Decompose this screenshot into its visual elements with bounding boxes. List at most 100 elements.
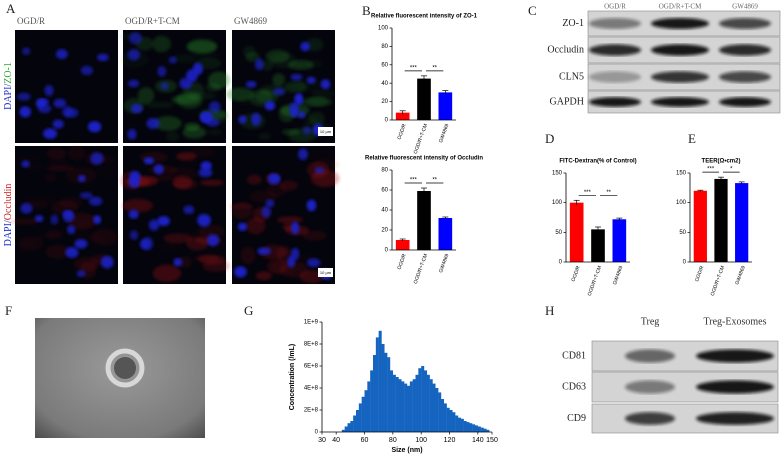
bar xyxy=(395,112,410,120)
micrograph xyxy=(15,30,118,143)
histogram-bar xyxy=(373,355,377,432)
cytoplasm xyxy=(226,87,255,102)
y-tick-label: 4E+8 xyxy=(304,386,319,392)
x-tick-label: OGD/R+T-CM xyxy=(587,265,603,297)
x-tick-label: GW4869 xyxy=(438,253,450,274)
histogram-bar xyxy=(387,357,391,432)
histogram-bar xyxy=(426,374,430,432)
histogram-bar xyxy=(375,337,379,432)
cytoplasm xyxy=(287,127,317,143)
cytoplasm xyxy=(91,228,118,246)
nucleus xyxy=(61,105,73,118)
histogram-bar xyxy=(390,370,394,432)
panel-a-columns: OGD/R OGD/R+T-CM GW4869 xyxy=(17,16,267,26)
nucleus xyxy=(157,66,167,77)
nucleus xyxy=(50,214,59,225)
y-tick-label: 1E+9 xyxy=(304,320,319,326)
histogram-bar xyxy=(364,390,368,432)
panel-letter: H xyxy=(545,303,554,318)
y-tick-label: 0 xyxy=(385,118,389,124)
row-marker: Occludin xyxy=(3,184,14,221)
scale-bar-box xyxy=(318,268,333,277)
y-tick-label: 6E+8 xyxy=(304,364,319,370)
histogram-bar xyxy=(438,392,442,432)
nucleus xyxy=(153,164,164,175)
y-tick-label: 20 xyxy=(381,228,388,234)
cytoplasm xyxy=(300,97,333,107)
scale-bar-text: 10 μm xyxy=(320,270,332,275)
x-tick-label: OGD/R+T-CM xyxy=(413,253,429,285)
column-label: OGD/R+T-CM xyxy=(659,3,702,11)
nucleus xyxy=(320,79,331,90)
nucleus xyxy=(16,92,31,101)
nucleus xyxy=(306,76,316,84)
x-tick-label: GW4869 xyxy=(438,123,450,144)
nucleus xyxy=(267,173,281,185)
nucleus xyxy=(306,199,317,212)
column-label: OGD/R xyxy=(604,3,626,11)
nucleus xyxy=(35,98,46,109)
cytoplasm xyxy=(187,40,218,53)
histogram-bar xyxy=(475,425,479,432)
nucleus xyxy=(129,230,139,240)
cytoplasm xyxy=(311,89,336,98)
cytoplasm xyxy=(45,244,71,259)
nucleus xyxy=(77,174,86,183)
panel-letter: A xyxy=(6,1,16,16)
histogram-bar xyxy=(441,399,445,432)
nucleus xyxy=(234,266,247,278)
nucleus xyxy=(257,247,271,255)
nucleus xyxy=(261,205,272,218)
bar xyxy=(714,178,728,262)
significance-label: ** xyxy=(432,65,437,71)
nucleus xyxy=(272,87,285,96)
exosome-core xyxy=(114,357,136,379)
nucleus xyxy=(65,246,79,259)
cytoplasm xyxy=(284,81,308,93)
row-marker: ZO-1 xyxy=(3,62,14,84)
cytoplasm xyxy=(198,224,225,239)
cytoplasm xyxy=(299,269,324,284)
y-axis-label: Concentration (/mL) xyxy=(289,344,296,411)
scale-bar-box xyxy=(318,127,333,136)
nucleus xyxy=(148,219,160,231)
y-tick-label: 0 xyxy=(683,260,687,266)
x-axis-label: Size (nm) xyxy=(391,447,422,454)
x-tick-label: 40 xyxy=(332,437,340,444)
blot-band xyxy=(719,71,771,83)
histogram-bar xyxy=(412,379,416,432)
histogram-bar xyxy=(407,385,411,432)
cytoplasm xyxy=(229,203,254,210)
nucleus xyxy=(55,49,68,60)
cytoplasm xyxy=(152,264,182,283)
cytoplasm xyxy=(49,156,68,168)
nucleus xyxy=(237,222,248,232)
histogram-bar xyxy=(381,344,385,432)
western-blot-h: CD81 CD63 CD9 xyxy=(562,340,779,434)
x-tick-label: 150 xyxy=(486,437,498,444)
cytoplasm xyxy=(193,51,221,60)
histogram-bar xyxy=(358,403,362,432)
histogram-bar xyxy=(356,410,360,432)
significance-label: *** xyxy=(410,65,418,71)
histogram-bar xyxy=(458,417,462,432)
cytoplasm xyxy=(98,165,120,179)
histogram-bar xyxy=(398,379,402,432)
y-tick-label: 100 xyxy=(378,26,389,32)
nucleus xyxy=(290,221,300,235)
histogram-bar xyxy=(472,424,476,432)
x-tick-label: OGD/R xyxy=(571,265,582,283)
nucleus xyxy=(302,126,312,135)
bar xyxy=(569,202,584,262)
nucleus xyxy=(44,84,54,97)
blot-band xyxy=(651,71,709,83)
histogram-bar xyxy=(415,374,419,432)
nucleus xyxy=(127,48,141,61)
y-tick-label: 8E+8 xyxy=(304,342,319,348)
y-tick-label: 80 xyxy=(381,44,388,50)
nucleus xyxy=(129,32,143,45)
cytoplasm xyxy=(208,128,222,136)
histogram-bar xyxy=(443,403,447,432)
histogram-bar xyxy=(421,366,425,432)
